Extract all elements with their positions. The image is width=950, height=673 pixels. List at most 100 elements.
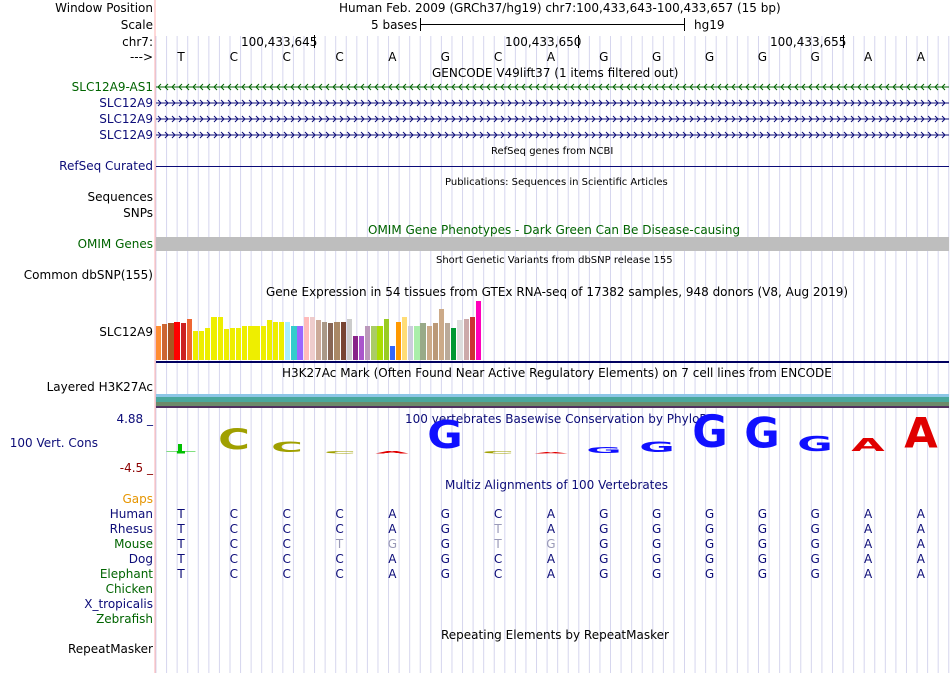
gtex-tissue-bar[interactable] [285,321,291,360]
gtex-tissue-bar[interactable] [192,330,199,360]
gtex-tissue-bar[interactable] [358,336,365,360]
species-label[interactable]: Elephant [99,567,153,581]
omim-track-title[interactable]: OMIM Gene Phenotypes - Dark Green Can Be… [368,223,741,237]
gencode-transcript-label[interactable]: SLC12A9-AS1 [71,80,153,94]
gtex-tissue-bar[interactable] [432,322,439,360]
gtex-tissue-bar[interactable] [445,322,451,360]
gtex-tissue-bar[interactable] [389,345,395,360]
h3k27ac-signal-layers[interactable] [156,394,949,410]
gtex-tissue-bar[interactable] [272,321,279,360]
gencode-transcript-label[interactable]: SLC12A9 [99,112,153,126]
dbsnp-track-label[interactable]: Common dbSNP(155) [23,268,153,282]
gtex-expression-chart[interactable] [156,300,536,360]
gtex-tissue-bar[interactable] [205,328,211,360]
omim-track-label[interactable]: OMIM Genes [77,237,153,251]
gtex-tissue-bar[interactable] [420,322,426,360]
gtex-tissue-bar[interactable] [402,317,408,360]
gtex-tissue-bar[interactable] [414,326,420,360]
strand-chevron [458,115,463,123]
multiz-track-title[interactable]: Multiz Alignments of 100 Vertebrates [445,478,669,492]
strand-chevron [164,115,169,123]
strand-chevron [766,131,771,139]
gtex-tissue-bar[interactable] [383,318,389,360]
gtex-tissue-bar[interactable] [475,301,482,360]
multiz-gaps-label[interactable]: Gaps [122,492,153,506]
h3k27ac-track-label[interactable]: Layered H3K27Ac [46,380,153,394]
gencode-gene-lines[interactable] [156,80,950,142]
gtex-tissue-bar[interactable] [242,326,248,360]
gtex-tissue-bar[interactable] [457,319,463,360]
gtex-tissue-bar[interactable] [266,320,272,360]
publications-label-sequences[interactable]: Sequences [87,190,153,204]
gtex-track-title[interactable]: Gene Expression in 54 tissues from GTEx … [266,285,849,299]
gtex-tissue-bar[interactable] [303,317,309,360]
gtex-tissue-bar[interactable] [211,317,217,360]
strand-chevron [829,115,834,123]
gtex-tissue-bar[interactable] [291,326,297,360]
gtex-tissue-bar[interactable] [235,328,242,360]
gtex-tissue-bar[interactable] [315,320,322,360]
strand-chevron [423,131,428,139]
omim-phenotype-bar[interactable] [156,237,949,251]
gtex-tissue-bar[interactable] [438,309,445,360]
species-label[interactable]: Mouse [114,537,153,551]
gtex-tissue-bar[interactable] [180,322,186,360]
species-label[interactable]: Rhesus [109,522,153,536]
gencode-transcript-label[interactable]: SLC12A9 [99,96,153,110]
gtex-tissue-bar[interactable] [469,317,475,360]
gtex-tissue-bar[interactable] [156,326,162,360]
gtex-tissue-bar[interactable] [254,326,260,360]
gencode-track-title[interactable]: GENCODE V49lift37 (1 items filtered out) [432,66,679,80]
gtex-gene-label[interactable]: SLC12A9 [99,325,153,339]
phylop-track-title[interactable]: 100 vertebrates Basewise Conservation by… [405,412,707,426]
gtex-tissue-bar[interactable] [309,317,316,360]
gtex-tissue-bar[interactable] [352,336,359,360]
gtex-tissue-bar[interactable] [199,330,205,360]
dbsnp-track-title[interactable]: Short Genetic Variants from dbSNP releas… [436,255,673,266]
strand-chevron [759,115,764,123]
gtex-tissue-bar[interactable] [297,326,303,360]
gtex-tissue-bar[interactable] [186,318,193,360]
species-label[interactable]: X_tropicalis [84,597,153,611]
repeatmasker-track-title[interactable]: Repeating Elements by RepeatMasker [441,628,669,642]
species-label[interactable]: Zebrafish [96,612,153,626]
publications-track-title[interactable]: Publications: Sequences in Scientific Ar… [445,177,668,188]
gtex-tissue-bar[interactable] [346,318,352,360]
gtex-tissue-bar[interactable] [334,321,340,360]
gtex-tissue-bar[interactable] [340,321,346,360]
gtex-tissue-bar[interactable] [279,321,285,360]
species-label[interactable]: Dog [128,552,153,566]
refseq-gene-line[interactable] [156,166,949,167]
species-label[interactable]: Chicken [105,582,153,596]
gtex-tissue-bar[interactable] [328,322,334,360]
strand-chevron [360,115,365,123]
gtex-tissue-bar[interactable] [162,324,168,360]
phylop-track-label[interactable]: 100 Vert. Cons [9,436,98,450]
gtex-tissue-bar[interactable] [408,326,414,360]
gtex-tissue-bar[interactable] [463,318,469,360]
gtex-tissue-bar[interactable] [322,321,328,360]
gtex-tissue-bar[interactable] [377,326,383,360]
strand-chevron [563,83,568,91]
strand-chevron [171,99,176,107]
h3k27ac-track-title[interactable]: H3K27Ac Mark (Often Found Near Active Re… [282,366,832,380]
gtex-tissue-bar[interactable] [365,326,371,360]
publications-label-snps[interactable]: SNPs [123,206,153,220]
gtex-tissue-bar[interactable] [217,317,223,360]
gtex-tissue-bar[interactable] [426,326,432,360]
gtex-tissue-bar[interactable] [451,328,457,360]
gtex-tissue-bar[interactable] [260,326,266,360]
refseq-track-title[interactable]: RefSeq genes from NCBI [491,146,614,157]
gtex-tissue-bar[interactable] [395,321,402,360]
species-label[interactable]: Human [109,507,153,521]
gtex-tissue-bar[interactable] [229,328,236,360]
gtex-tissue-bar[interactable] [248,326,254,360]
repeatmasker-track-label[interactable]: RepeatMasker [67,642,153,656]
gtex-tissue-bar[interactable] [371,326,377,360]
gtex-tissue-bar[interactable] [174,321,180,360]
refseq-track-label[interactable]: RefSeq Curated [59,159,153,173]
gtex-tissue-bar[interactable] [223,329,229,360]
gencode-transcript-label[interactable]: SLC12A9 [99,128,153,142]
gtex-tissue-bar[interactable] [168,322,174,360]
